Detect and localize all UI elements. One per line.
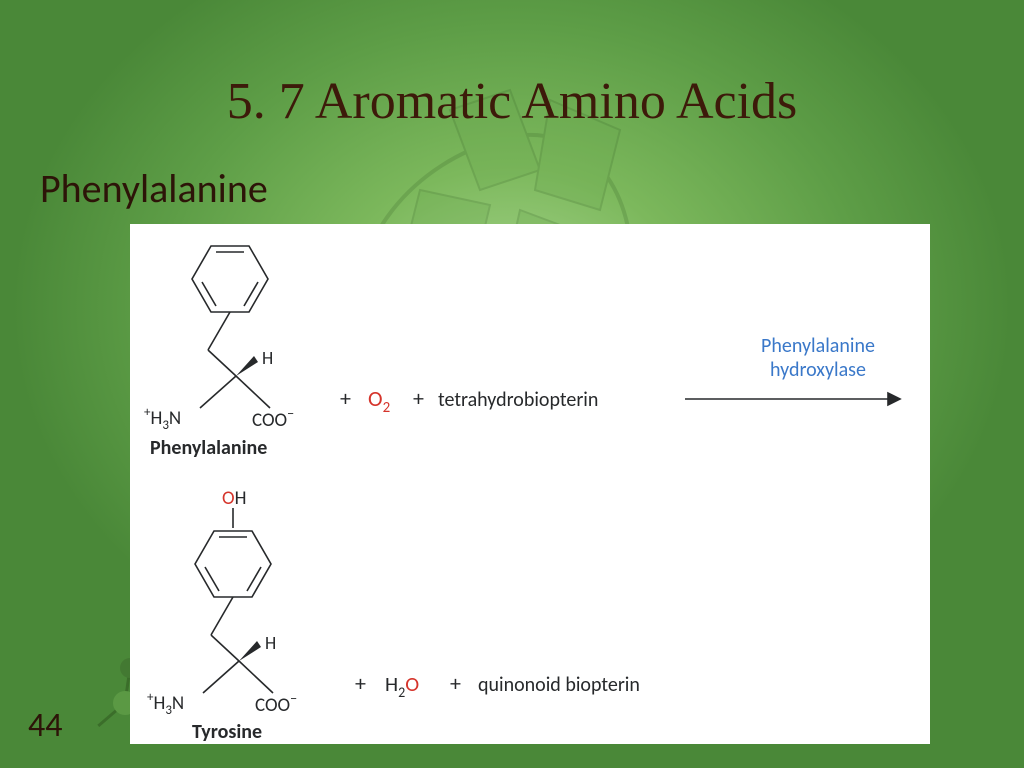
coo-label-tyr: COO− — [255, 690, 297, 717]
slide-subtitle: Phenylalanine — [40, 164, 268, 213]
plus-1: + — [340, 385, 351, 412]
slide-title: 5. 7 Aromatic Amino Acids — [0, 72, 1024, 131]
phenylalanine-name: Phenylalanine — [150, 436, 267, 460]
nh3-label-tyr: +H3N — [147, 690, 184, 718]
nh3-label-phe: +H3N — [144, 405, 181, 433]
tetrahydrobiopterin-label: tetrahydrobiopterin — [438, 388, 598, 412]
coo-label-phe: COO− — [252, 405, 294, 432]
wedge-h-tyr — [239, 641, 261, 661]
alpha-h-label-tyr: H — [265, 632, 276, 654]
h2o-label: H2O — [385, 671, 419, 701]
page-number: 44 — [28, 705, 62, 746]
phenylalanine-structure: H COO− +H3N Phenylalanine — [144, 246, 294, 460]
plus-2: + — [413, 385, 424, 412]
tyrosine-structure: OH H COO− +H3N Tyrosine — [147, 487, 297, 744]
reaction-diagram-panel: H COO− +H3N Phenylalanine + O2 + tetrahy… — [130, 224, 930, 744]
quinonoid-biopterin-label: quinonoid biopterin — [478, 673, 640, 697]
enzyme-label-line1: Phenylalanine — [761, 334, 875, 358]
wedge-h-phe — [236, 356, 258, 376]
tyrosine-name: Tyrosine — [192, 720, 262, 744]
tyrosine-oh: OH — [222, 487, 246, 510]
plus-3: + — [355, 670, 366, 697]
reaction-svg: H COO− +H3N Phenylalanine + O2 + tetrahy… — [130, 224, 930, 744]
o2-label: O2 — [368, 385, 390, 417]
enzyme-label-line2: hydroxylase — [770, 358, 866, 382]
alpha-h-label-phe: H — [262, 347, 273, 369]
reaction-arrow — [685, 393, 900, 405]
plus-4: + — [450, 670, 461, 697]
